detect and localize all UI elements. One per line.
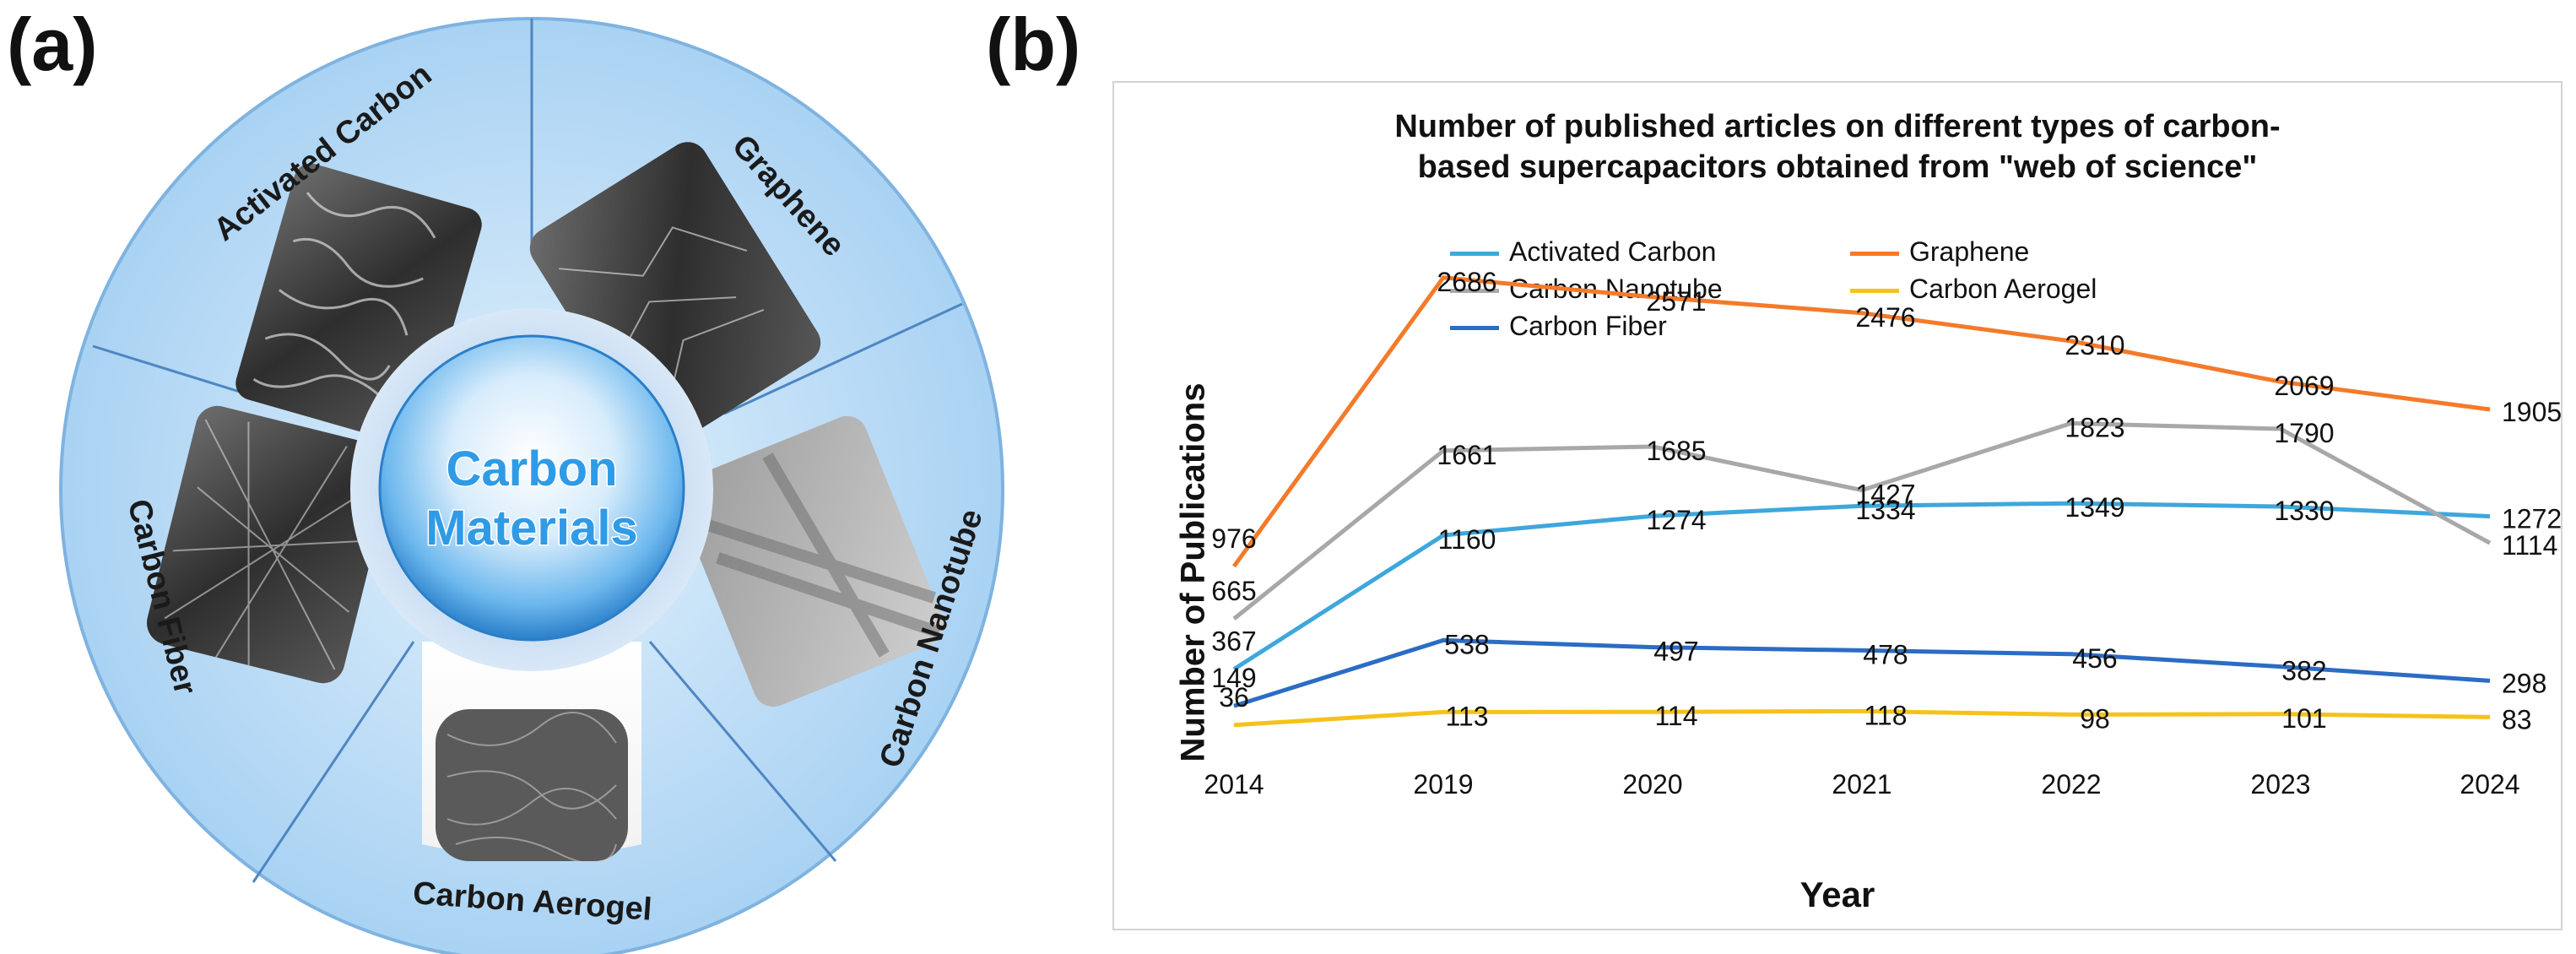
carbon-aerogel-image	[422, 642, 641, 865]
carbon-nanotube-image	[676, 415, 944, 707]
data-label-carbon-fiber-2023: 382	[2281, 656, 2326, 686]
data-label-carbon-fiber-2020: 497	[1653, 637, 1698, 667]
series-line-carbon-aerogel	[1233, 708, 2491, 728]
x-tick-label-2014: 2014	[1204, 769, 1264, 800]
x-tick-label-2019: 2019	[1413, 769, 1473, 800]
panel-b-label: (b)	[986, 3, 1081, 86]
legend-swatch	[1450, 252, 1499, 257]
carbon-materials-wheel: Carbon Materials Activated Carbon Graphe…	[59, 17, 1004, 954]
legend-item-graphene: Graphene	[1850, 236, 2029, 268]
data-label-carbon-nanotube-2022: 1823	[2065, 412, 2124, 442]
data-label-carbon-fiber-2014: 149	[1211, 663, 1256, 693]
data-label-carbon-aerogel-2014: 36	[1219, 682, 1249, 713]
series-line-activated-carbon	[1232, 501, 2491, 671]
series-layer	[1231, 275, 2492, 728]
data-label-carbon-aerogel-2019: 113	[1445, 701, 1488, 731]
legend-swatch	[1850, 289, 1899, 294]
chart-title-line2: based supercapacitors obtained from "web…	[1417, 149, 2258, 185]
data-label-carbon-aerogel-2020: 114	[1654, 701, 1697, 731]
core-title-line1: Carbon	[446, 442, 618, 496]
data-label-graphene-2023: 2069	[2274, 371, 2334, 401]
series-line-graphene	[1231, 275, 2491, 568]
legend-label: Activated Carbon	[1509, 236, 1717, 267]
chart-title: Number of published articles on differen…	[1114, 106, 2561, 187]
data-label-carbon-nanotube-2014: 665	[1211, 576, 1256, 606]
x-axis-label: Year	[1799, 875, 1875, 914]
data-label-carbon-nanotube-2023: 1790	[2274, 418, 2334, 448]
legend-label: Graphene	[1909, 236, 2030, 267]
carbon-fiber-image	[147, 405, 393, 684]
legend-item-carbon-fiber: Carbon Fiber	[1450, 311, 1667, 342]
legend-label: Carbon Fiber	[1509, 311, 1667, 341]
data-label-activated-carbon-2021: 1334	[1855, 495, 1915, 525]
data-label-activated-carbon-2014: 367	[1211, 626, 1256, 657]
data-label-carbon-aerogel-2023: 101	[2281, 703, 2326, 734]
line-chart-plot: 367 1160 1274 1334 1349 1330 1272 976 2686 2571 24…	[1204, 267, 2561, 800]
data-label-carbon-aerogel-2024: 83	[2502, 704, 2532, 734]
data-label-carbon-aerogel-2021: 118	[1864, 700, 1907, 730]
data-label-carbon-nanotube-2020: 1685	[1646, 436, 1706, 466]
chart-panel: Number of published articles on differen…	[1112, 81, 2562, 930]
data-label-activated-carbon-2023: 1330	[2274, 496, 2334, 526]
legend-label: Carbon Aerogel	[1909, 274, 2097, 304]
series-line-carbon-fiber	[1233, 637, 2491, 708]
series-line-carbon-nanotube	[1232, 420, 2492, 621]
data-label-activated-carbon-2020: 1274	[1646, 505, 1706, 535]
data-label-layer: 367 1160 1274 1334 1349 1330 1272 976 2686 2571 24…	[1211, 267, 2561, 735]
panel-a-label: (a)	[7, 3, 98, 86]
data-label-graphene-2024: 1905	[2502, 397, 2561, 427]
data-label-carbon-aerogel-2022: 98	[2080, 703, 2110, 734]
data-label-activated-carbon-2022: 1349	[2065, 492, 2124, 523]
data-label-graphene-2020: 2571	[1646, 286, 1706, 317]
legend-swatch	[1850, 252, 1899, 257]
core-sphere	[378, 334, 685, 642]
data-label-carbon-nanotube-2019: 1661	[1437, 440, 1496, 470]
data-label-carbon-fiber-2024: 298	[2502, 668, 2546, 698]
chart-title-line1: Number of published articles on differen…	[1394, 109, 2281, 144]
x-tick-label-2024: 2024	[2460, 769, 2519, 800]
x-tick-label-2022: 2022	[2041, 769, 2101, 800]
legend-item-activated-carbon: Activated Carbon	[1450, 236, 1716, 268]
data-label-carbon-nanotube-2024: 1114	[2502, 530, 2557, 561]
data-label-graphene-2014: 976	[1211, 523, 1256, 554]
x-tick-layer: 2014 2019 2020 2021 2022 2023 2024	[1204, 769, 2519, 800]
data-label-carbon-nanotube-2021: 1427	[1855, 480, 1915, 510]
legend-item-carbon-aerogel: Carbon Aerogel	[1850, 274, 2097, 305]
x-tick-label-2020: 2020	[1622, 769, 1682, 800]
data-label-graphene-2022: 2310	[2065, 330, 2124, 360]
data-label-carbon-fiber-2021: 478	[1863, 639, 1908, 669]
data-label-activated-carbon-2024: 1272	[2502, 504, 2561, 534]
x-tick-label-2021: 2021	[1832, 769, 1891, 800]
data-label-graphene-2021: 2476	[1855, 302, 1915, 333]
data-label-carbon-fiber-2022: 456	[2072, 643, 2117, 674]
core-title-line2: Materials	[425, 501, 637, 556]
data-label-graphene-2019: 2686	[1437, 267, 1496, 297]
x-tick-label-2023: 2023	[2250, 769, 2310, 800]
legend-swatch	[1450, 289, 1499, 294]
data-label-activated-carbon-2019: 1160	[1438, 524, 1496, 555]
data-label-carbon-fiber-2019: 538	[1444, 629, 1489, 659]
legend-swatch	[1450, 326, 1499, 331]
